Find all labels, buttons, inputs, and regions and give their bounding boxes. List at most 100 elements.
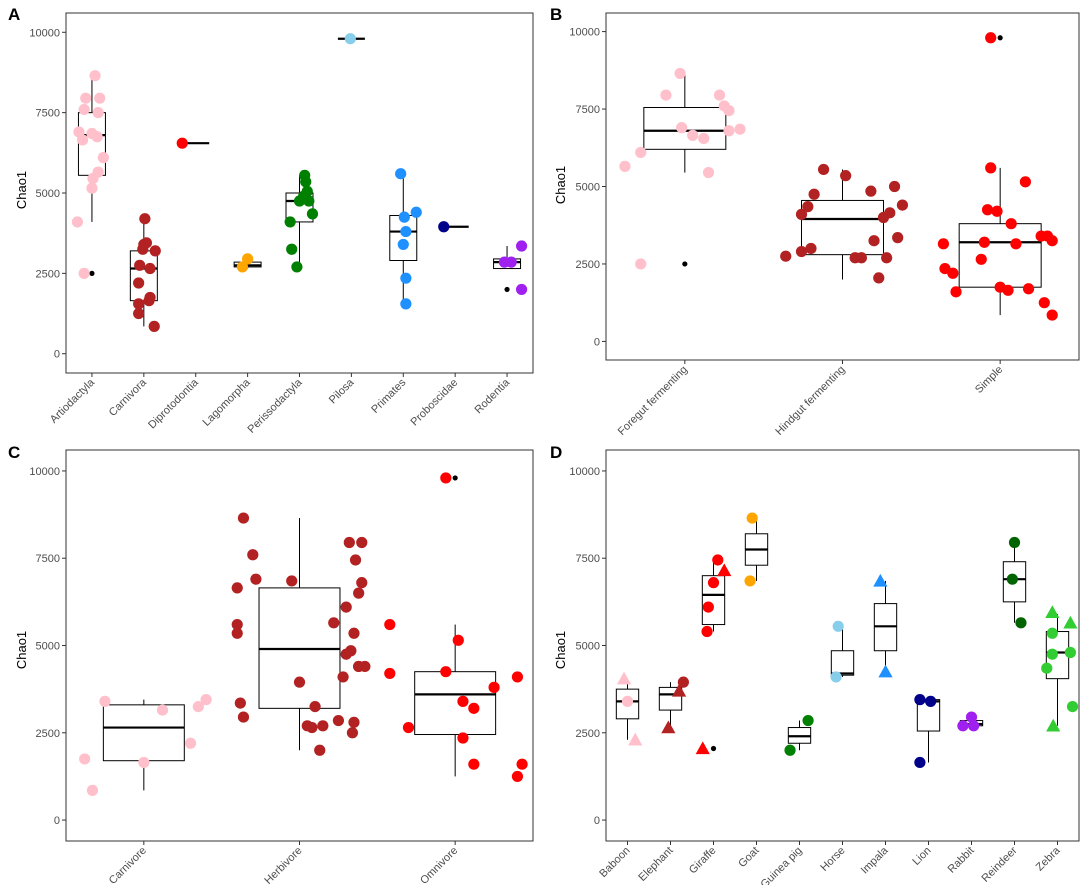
data-point <box>746 512 758 524</box>
data-point <box>231 582 243 594</box>
y-tick-label: 0 <box>594 815 600 827</box>
y-tick-label: 10000 <box>569 27 600 39</box>
data-point <box>702 166 715 179</box>
y-axis-label-c: Chao1 <box>14 631 29 669</box>
data-point <box>384 618 396 631</box>
data-point <box>337 671 349 683</box>
y-tick-label: 5000 <box>576 182 600 194</box>
data-point <box>97 152 109 164</box>
x-tick-label-primates: Primates <box>369 376 409 416</box>
data-point <box>1046 235 1058 247</box>
data-point <box>832 620 844 632</box>
data-point <box>133 277 145 289</box>
data-point-triangle <box>672 683 687 697</box>
box-omnivore <box>414 671 497 736</box>
data-point <box>488 681 500 693</box>
data-point <box>515 283 528 296</box>
data-point <box>176 137 188 149</box>
y-tick-label: 0 <box>54 815 60 827</box>
x-tick-label-herbivore: Herbivore <box>262 845 304 885</box>
data-point <box>784 744 796 756</box>
data-point <box>237 711 250 723</box>
data-point <box>286 243 298 255</box>
data-point <box>975 253 987 265</box>
data-point <box>306 208 319 220</box>
data-point <box>621 695 634 707</box>
data-point <box>723 104 735 117</box>
data-point <box>156 704 169 716</box>
data-point <box>1010 238 1022 250</box>
points-b <box>619 32 1058 321</box>
data-point <box>865 185 877 197</box>
data-point <box>701 625 713 638</box>
data-point <box>1046 627 1058 639</box>
data-point <box>687 129 699 141</box>
data-point <box>991 205 1003 217</box>
data-point <box>744 575 756 587</box>
data-point <box>660 89 672 101</box>
data-point <box>86 182 98 194</box>
data-point <box>86 784 99 796</box>
data-point <box>250 573 262 585</box>
outlier-point <box>452 475 458 481</box>
data-point <box>440 472 452 484</box>
data-point <box>674 67 686 80</box>
data-point <box>780 250 792 262</box>
data-point <box>78 267 90 279</box>
x-ticks-b: Foregut fermenting Hindgut fermenting Simp… <box>616 360 1005 438</box>
data-point <box>1015 617 1027 629</box>
data-point <box>236 261 249 273</box>
data-point <box>402 721 415 734</box>
x-tick-label-foregut-fermenting: Foregut fermenting <box>616 364 690 438</box>
box-simple <box>958 223 1042 288</box>
panel-label-b: B <box>550 5 562 24</box>
data-point <box>635 258 647 270</box>
x-tick-label-lion: Lion <box>910 845 933 868</box>
y-tick-label: 7500 <box>576 104 600 116</box>
data-point-triangle <box>1045 605 1060 619</box>
y-tick-label: 0 <box>54 349 60 361</box>
data-point <box>888 180 901 193</box>
data-point <box>881 252 893 264</box>
data-point <box>133 298 145 310</box>
data-point <box>144 291 156 304</box>
data-point <box>805 242 817 255</box>
data-point <box>79 753 91 765</box>
data-point <box>384 667 396 680</box>
data-point <box>892 232 904 244</box>
data-point <box>92 107 104 119</box>
data-point <box>328 617 340 629</box>
y-axis-label-b: Chao1 <box>553 166 568 204</box>
y-tick-label: 7500 <box>36 553 60 565</box>
data-point <box>723 125 735 137</box>
data-point <box>1022 283 1035 295</box>
x-tick-label-perissodactyla: Perissodactyla <box>246 376 306 436</box>
x-tick-label-lagomorpha: Lagomorpha <box>201 376 254 429</box>
data-point <box>795 208 808 220</box>
data-point <box>707 577 720 589</box>
data-point <box>192 700 204 713</box>
data-point <box>968 720 980 732</box>
data-point <box>134 259 146 271</box>
outlier-point <box>710 745 717 752</box>
outlier-point <box>89 270 95 276</box>
panel-a: A Chao1 0 2500 5000 7500 10000 Artiodactyla C… <box>8 5 534 436</box>
x-tick-label-impala: Impala <box>859 844 891 876</box>
data-point <box>698 132 710 145</box>
data-point <box>144 262 156 275</box>
data-point <box>99 695 111 707</box>
x-tick-label-simple: Simple <box>973 364 1005 396</box>
data-point <box>1002 284 1014 296</box>
data-point <box>77 134 89 146</box>
outlier-point <box>682 261 688 267</box>
data-point <box>286 575 298 587</box>
data-point <box>400 298 412 310</box>
y-ticks-d: 0 2500 5000 7500 10000 <box>569 466 606 827</box>
data-point <box>314 744 326 756</box>
data-point <box>309 700 321 713</box>
box-primates <box>389 215 418 261</box>
data-point <box>1006 573 1018 585</box>
